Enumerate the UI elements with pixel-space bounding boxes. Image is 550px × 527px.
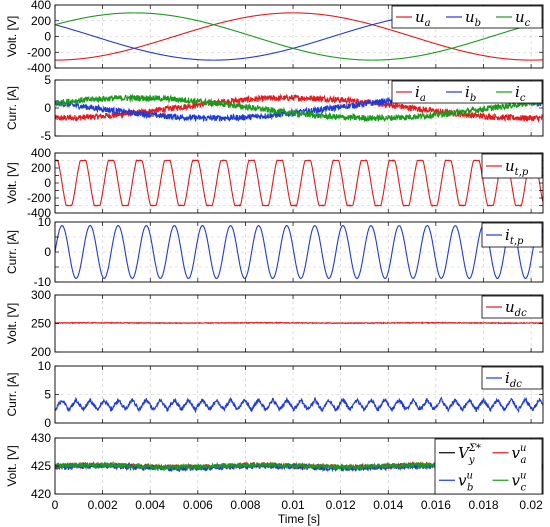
y-axis-label: Volt. [V] [5,303,19,344]
y-axis-label: Curr. [A] [5,230,19,274]
panel-1: 400 200 0-200 -400 Volt. [V] ua ub uc [5,0,544,75]
legend: idc [481,366,543,390]
y-axis-label: Volt. [V] [5,162,19,203]
legend-entry-2: ic [515,83,526,104]
legend-entry-0: it,p [505,226,524,247]
x-tick-label: 0.01 [281,498,305,512]
y-axis-label: Volt. [V] [5,445,19,486]
legend: VΣ* y vu a vu b vu c [434,438,543,495]
x-tick-label: 0.006 [183,498,213,512]
series-uc-line [55,12,543,61]
legend: ut,p [481,153,543,179]
y-tick-label: 250 [31,317,51,331]
y-tick-label: -5 [40,129,51,143]
panel-2: 5 0 -5 Curr. [A] ia ib ic [5,73,544,143]
legend-entry-0: ia [415,83,426,104]
x-tick-label: 0.016 [421,498,451,512]
panel-4: 10 0 -10 Curr. [A] it,p [5,215,544,289]
y-tick-label: 400 [31,146,51,160]
legend: ua ub uc [391,5,543,29]
legend-box [481,295,543,319]
x-tick-label: 0.008 [230,498,260,512]
legend-entry-0: VΣ* y [458,443,481,466]
legend-entry-0: ua [415,8,431,29]
x-tick-label: 0.02 [519,498,543,512]
legend-entry-1: ub [465,8,481,29]
series-idc-line [55,396,543,414]
legend-entry-1: vu a [512,443,527,466]
series-utp-line [55,159,543,207]
y-tick-label: -200 [27,45,51,59]
series-ic-line [55,93,543,123]
legend-entry-0: udc [505,298,527,319]
legend: udc [481,295,543,319]
y-tick-label: -400 [27,206,51,220]
y-tick-label: 5 [44,73,51,87]
y-tick-label: 0 [44,176,51,190]
legend-entry-0: ut,p [505,157,529,178]
x-tick-label: 0.004 [135,498,165,512]
series-itp-line [55,224,543,280]
legend-entry-2: vu b [458,470,473,493]
legend-box [481,366,543,390]
x-axis: 0 0.002 0.004 0.006 0.008 0.01 0.012 0.014 0.016… [52,498,543,526]
y-tick-label: 0 [44,416,51,430]
legend: ia ib ic [391,80,543,104]
y-tick-label: -200 [27,191,51,205]
legend-entry-3: vu c [512,470,527,493]
x-tick-label: 0.012 [326,498,356,512]
y-tick-label: 430 [31,431,51,445]
y-tick-label: 10 [38,215,52,229]
legend-entry-2: uc [515,8,531,29]
legend-box [391,5,543,29]
y-tick-label: -10 [34,275,52,289]
panel-7: 430 425 420 Volt. [V] VΣ* y vu a vu b vu c [5,431,544,501]
y-tick-label: 300 [31,288,51,302]
series-udc-line [55,321,543,325]
y-tick-label: 400 [31,0,51,12]
y-tick-label: 0 [44,101,51,115]
x-tick-label: 0.018 [468,498,498,512]
y-tick-label: 5 [44,388,51,402]
y-axis-label: Volt. [V] [5,16,19,57]
x-tick-label: 0.014 [373,498,403,512]
legend-box [434,438,543,495]
y-tick-label: 420 [31,487,51,501]
y-axis-label: Curr. [A] [5,86,19,130]
legend-entry-1: ib [465,83,476,104]
panel-5: 300 250 200 Volt. [V] udc [5,288,544,359]
y-tick-label: 0 [44,30,51,44]
series-ua-line [55,12,543,61]
y-tick-label: 200 [31,345,51,359]
y-tick-label: 0 [44,245,51,259]
x-axis-label: Time [s] [278,512,320,526]
panel-6: 10 5 0 Curr. [A] idc [5,359,544,430]
y-tick-label: 200 [31,14,51,28]
y-tick-label: 425 [31,459,51,473]
x-tick-label: 0.002 [88,498,118,512]
y-tick-label: -400 [27,61,51,75]
legend-entry-0: idc [505,369,522,390]
y-tick-label: 10 [38,359,52,373]
y-axis-label: Curr. [A] [5,372,19,416]
y-tick-label: 200 [31,161,51,175]
legend-box [391,80,543,104]
x-tick-label: 0 [52,498,59,512]
legend: it,p [481,222,543,248]
